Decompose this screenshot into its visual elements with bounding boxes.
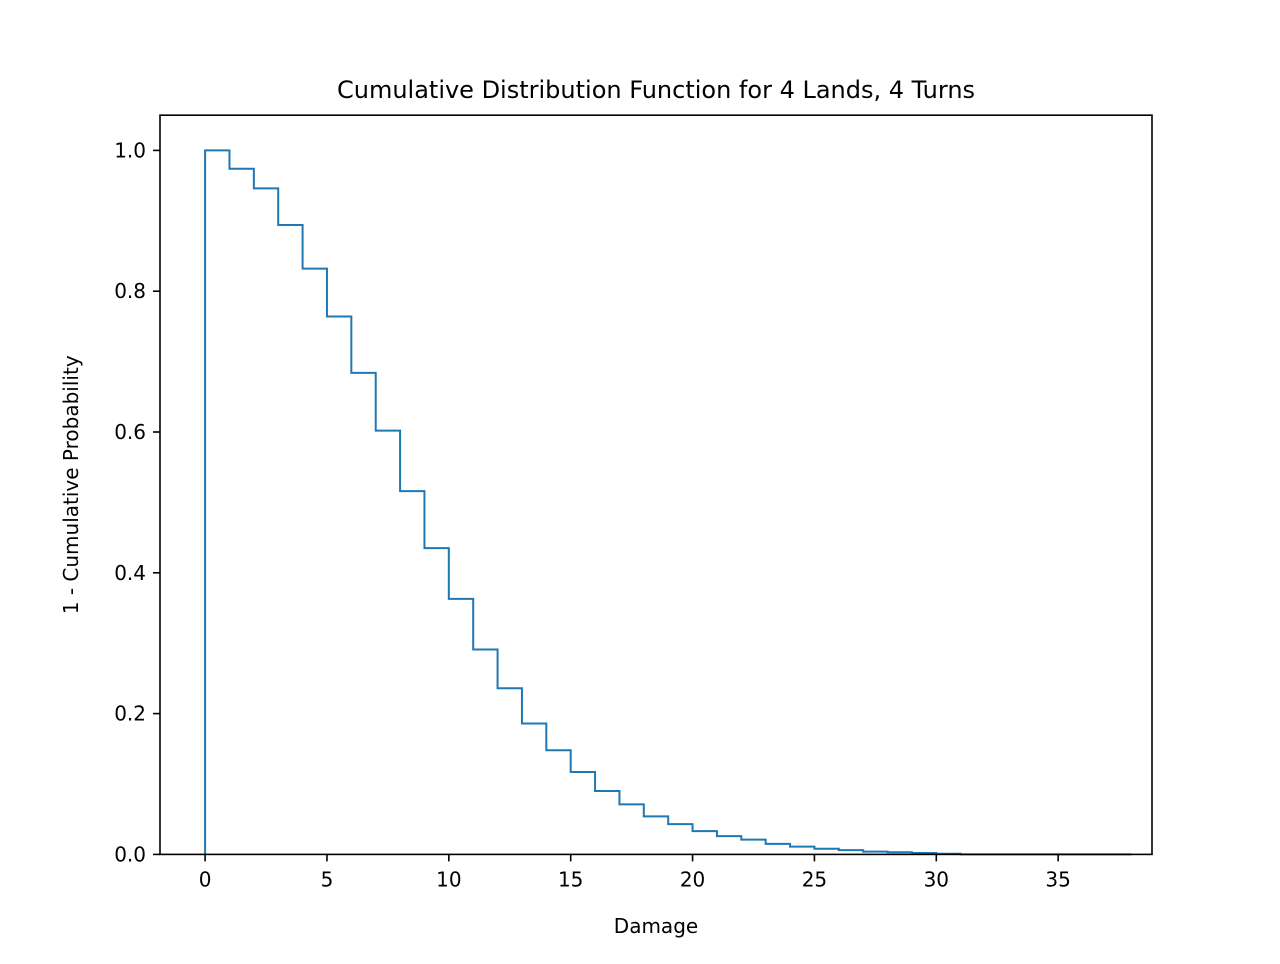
x-tick-label: 10 [436,867,461,891]
x-tick-label: 0 [199,867,212,891]
y-axis-ticks: 0.0 0.2 0.4 0.6 0.8 1.0 [114,138,160,866]
y-tick-label: 0.2 [114,702,146,726]
x-tick-label: 5 [321,867,334,891]
y-axis-label: 1 - Cumulative Probability [59,355,83,614]
y-tick-label: 0.4 [114,561,146,585]
y-tick-label: 1.0 [114,138,146,162]
x-axis-ticks: 0 5 10 15 20 25 30 35 [199,854,1071,891]
plot-frame [159,114,1153,856]
x-tick-label: 35 [1045,867,1070,891]
x-axis-label: Damage [614,914,698,938]
y-tick-label: 0.0 [114,842,146,866]
x-tick-label: 20 [680,867,705,891]
x-tick-label: 15 [558,867,583,891]
x-tick-label: 25 [802,867,827,891]
y-tick-label: 0.6 [114,420,146,444]
y-tick-label: 0.8 [114,279,146,303]
series-0-step-line [204,149,1132,856]
plot-content [204,149,1132,856]
x-tick-label: 30 [924,867,949,891]
chart-title: Cumulative Distribution Function for 4 L… [337,76,975,104]
